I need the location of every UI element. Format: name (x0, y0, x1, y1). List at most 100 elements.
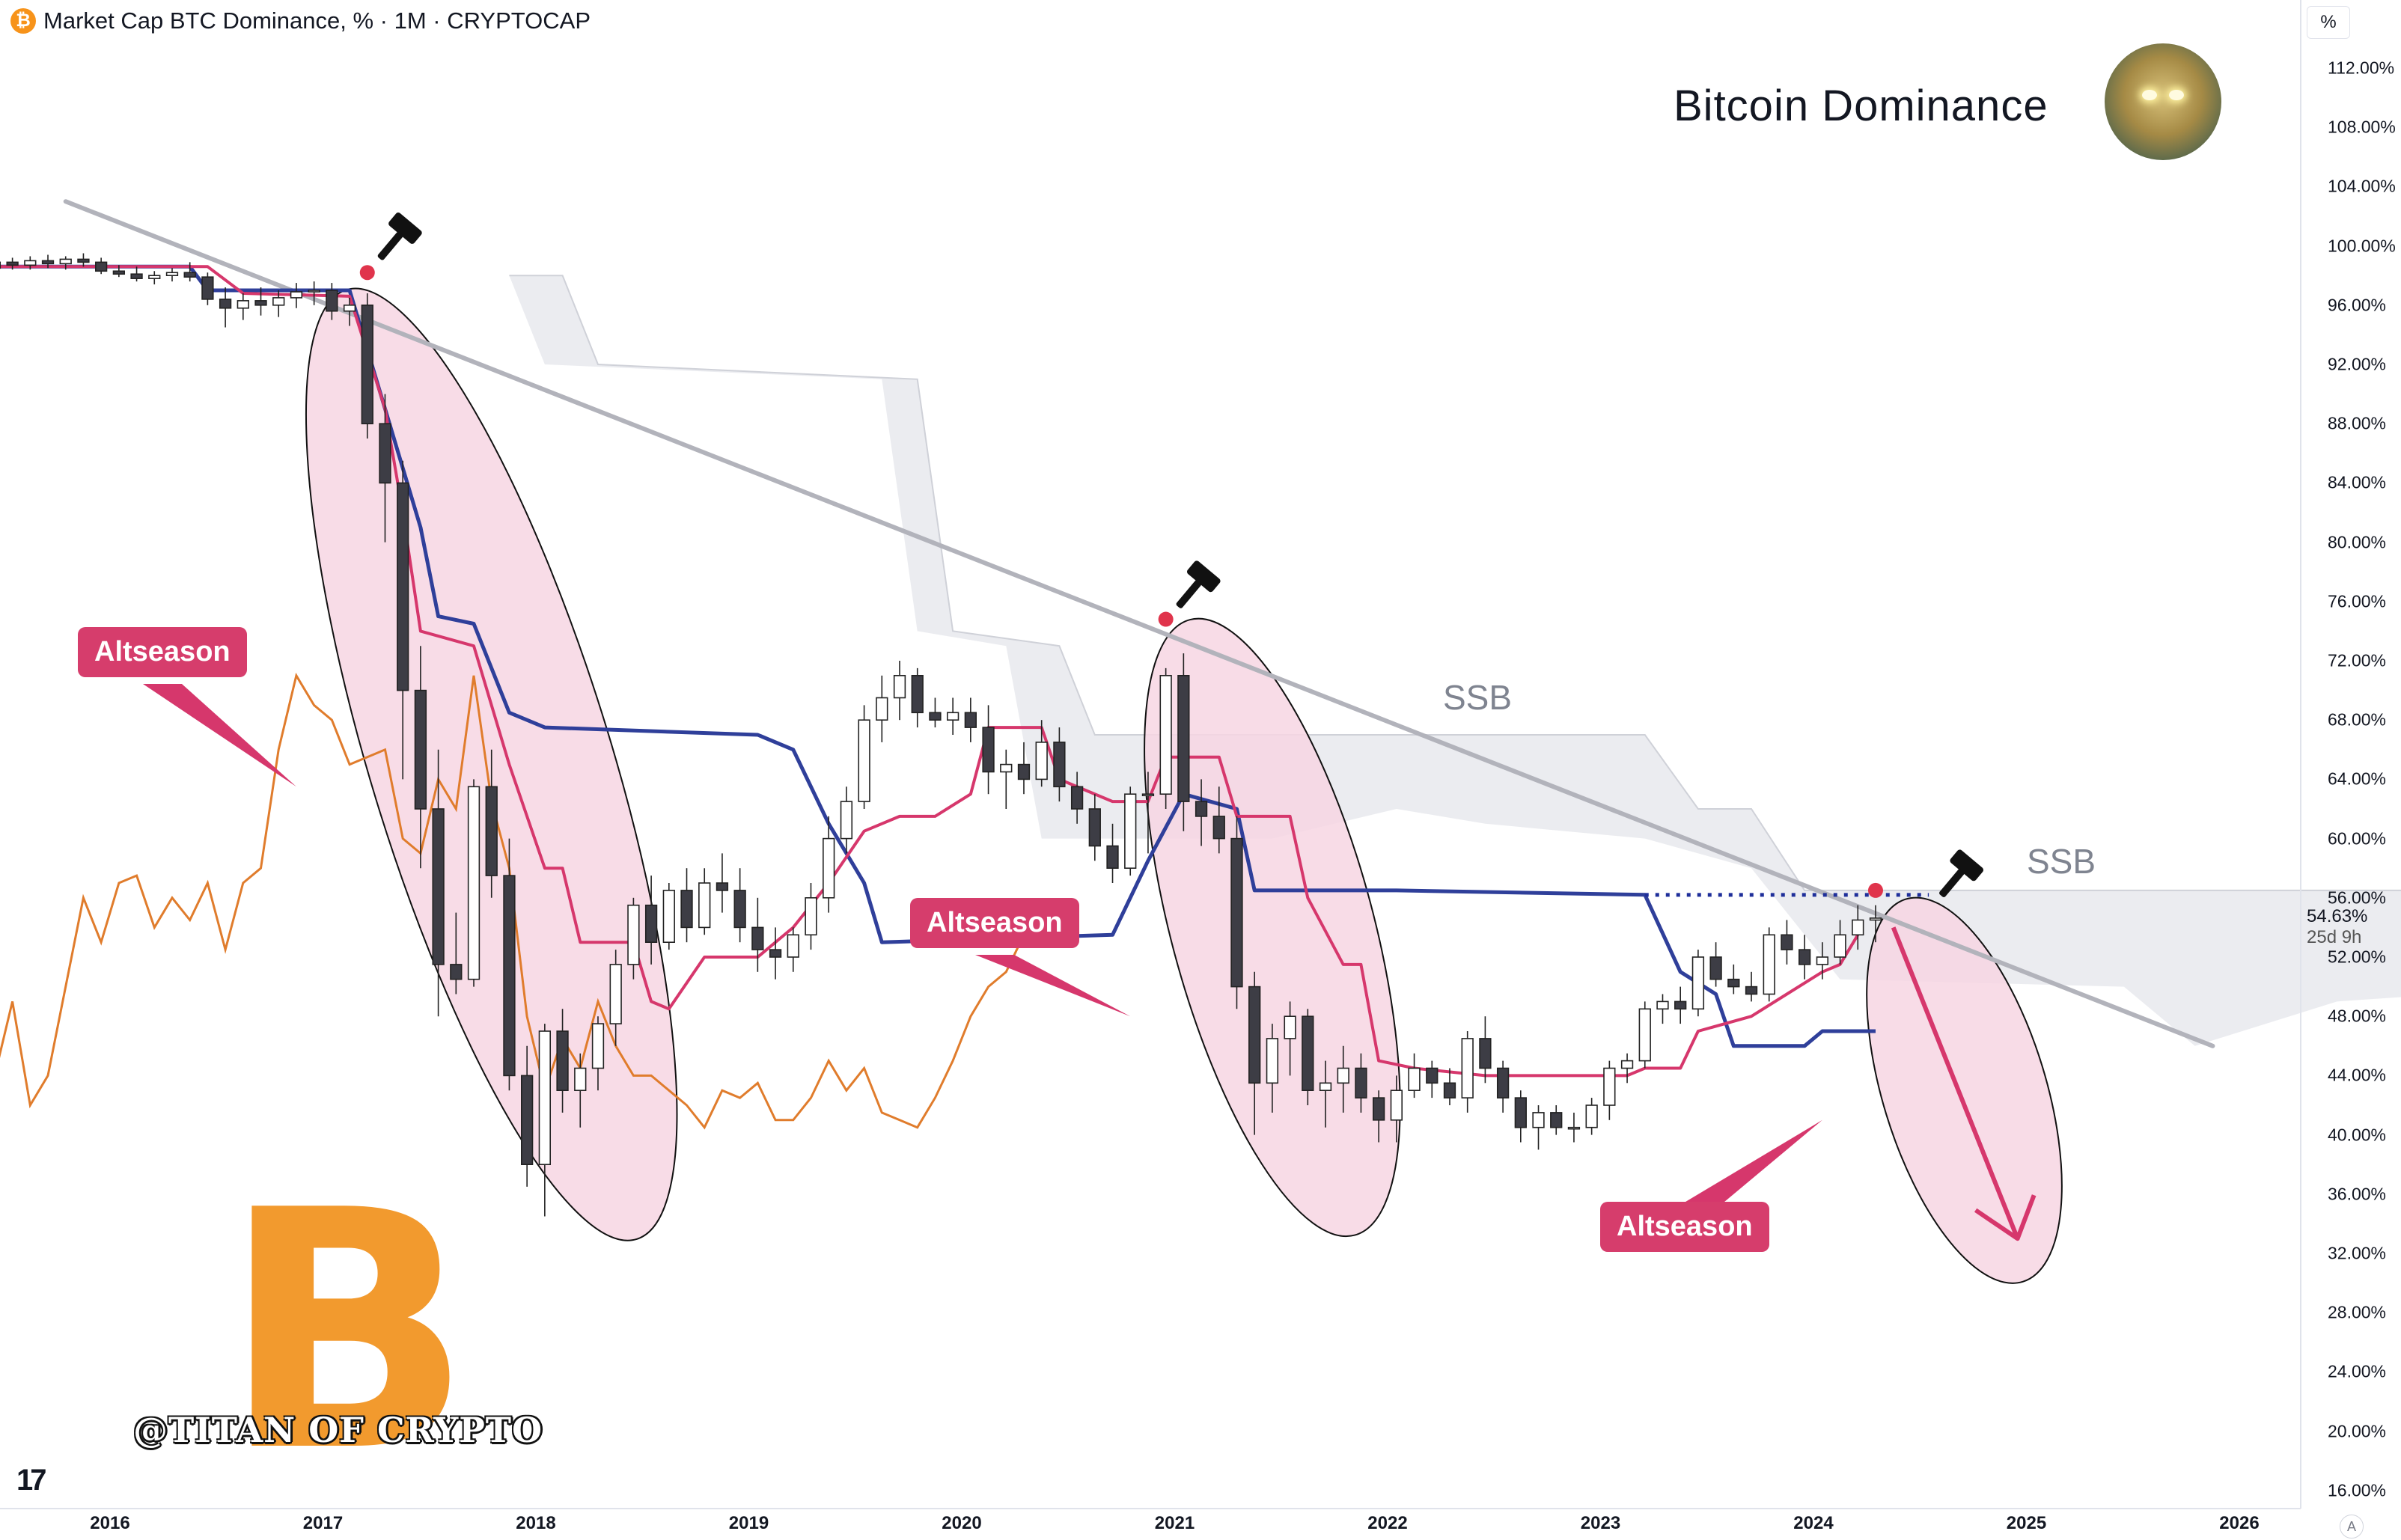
candle-body (467, 786, 480, 980)
candle-body (751, 926, 764, 950)
time-tick-label: 2019 (728, 1513, 769, 1533)
time-tick-label: 2016 (90, 1513, 130, 1533)
candle-body (805, 897, 817, 936)
candle-body (308, 290, 320, 293)
altseason-pointer-3 (1685, 1119, 1822, 1202)
candle (929, 697, 942, 728)
altseason-zone-2 (1144, 617, 1401, 1238)
candle-body (769, 949, 782, 958)
candle (1745, 971, 1758, 1002)
gavel-head (388, 213, 422, 244)
candle (1603, 1060, 1616, 1120)
candle (1159, 667, 1172, 809)
price-unit-button[interactable]: % (2307, 6, 2350, 39)
candle-body (1745, 986, 1758, 995)
price-tick-label: 112.00% (2328, 58, 2395, 78)
candle-body (254, 300, 267, 306)
candle-body (698, 882, 711, 929)
candle (59, 256, 72, 270)
candle-body (1727, 978, 1740, 988)
candle (1195, 779, 1208, 846)
signal-dot-1 (359, 265, 375, 281)
candle (1656, 994, 1669, 1024)
candle-body (450, 964, 463, 980)
symbol-header[interactable]: ₿ Market Cap BTC Dominance, % · 1M · CRY… (10, 3, 591, 39)
tradingview-logo[interactable]: 17 (16, 1464, 46, 1497)
candle (911, 667, 924, 728)
candle (1852, 905, 1864, 950)
time-tick-label: 2021 (1154, 1513, 1195, 1533)
candle (716, 853, 729, 913)
gavel-icon (1939, 849, 1984, 897)
price-tick-label: 76.00% (2328, 591, 2387, 611)
candle-body (1869, 917, 1882, 921)
candle-body (432, 808, 445, 965)
candle-body (574, 1067, 587, 1092)
candle (946, 697, 960, 735)
candle (769, 927, 782, 980)
candle-body (911, 674, 924, 714)
symbol-title: Market Cap BTC Dominance, % · 1M · CRYPT… (43, 7, 591, 34)
candle (1088, 794, 1101, 861)
candle (94, 257, 108, 275)
candle (823, 816, 835, 913)
candle (1532, 1105, 1545, 1150)
candle (1141, 771, 1155, 854)
candle (1302, 1009, 1314, 1105)
candle (77, 253, 90, 267)
time-tick-label: 2022 (1367, 1513, 1408, 1533)
bar-countdown-label: 25d 9h (2307, 927, 2362, 947)
price-tick-label: 84.00% (2328, 472, 2387, 492)
candle (876, 675, 888, 742)
candle (1443, 1068, 1456, 1105)
candle-body (929, 712, 942, 721)
candle (1284, 1001, 1296, 1076)
price-tick-label: 60.00% (2328, 828, 2387, 849)
candle-body (1763, 934, 1775, 995)
candle-body (1035, 742, 1048, 780)
candle (627, 897, 640, 980)
candle-body (1781, 934, 1793, 950)
candle (858, 705, 870, 809)
chart-main-title: Bitcoin Dominance (1674, 82, 2048, 130)
gavel-icon (1176, 560, 1221, 608)
candle-body (609, 964, 622, 1024)
price-tick-label: 20.00% (2328, 1421, 2387, 1441)
candle-body (1532, 1112, 1545, 1128)
price-tick-label: 68.00% (2328, 709, 2387, 730)
candle (290, 283, 303, 308)
candle (272, 290, 285, 317)
candle-body (1372, 1097, 1385, 1121)
candle (1319, 1060, 1332, 1128)
candle-body (1567, 1126, 1581, 1130)
candle (165, 268, 179, 282)
gavel-handle (1176, 580, 1202, 608)
candle (6, 257, 19, 270)
candle-body (1674, 1000, 1687, 1010)
candle (609, 950, 622, 1046)
candle-body (982, 727, 995, 773)
candle-body (1159, 674, 1172, 795)
candle (751, 897, 764, 972)
candle-body (1834, 934, 1846, 958)
candle-body (946, 712, 960, 721)
candle (361, 293, 373, 439)
candle-body (24, 260, 37, 266)
candle-body (1266, 1038, 1279, 1084)
price-tick-label: 72.00% (2328, 650, 2387, 670)
candle-body (485, 786, 498, 876)
candle (1674, 986, 1687, 1024)
price-tick-label: 108.00% (2328, 117, 2396, 137)
price-tick-label: 100.00% (2328, 236, 2396, 256)
altseason-pointer-1 (143, 684, 296, 787)
candle (1567, 1112, 1581, 1143)
avatar-eye-right (2169, 90, 2184, 100)
candle (538, 1024, 552, 1217)
auto-scale-button[interactable]: A (2340, 1515, 2364, 1539)
candle (183, 262, 196, 282)
candle (485, 749, 498, 898)
candle (1372, 1090, 1385, 1143)
candle (414, 646, 427, 869)
